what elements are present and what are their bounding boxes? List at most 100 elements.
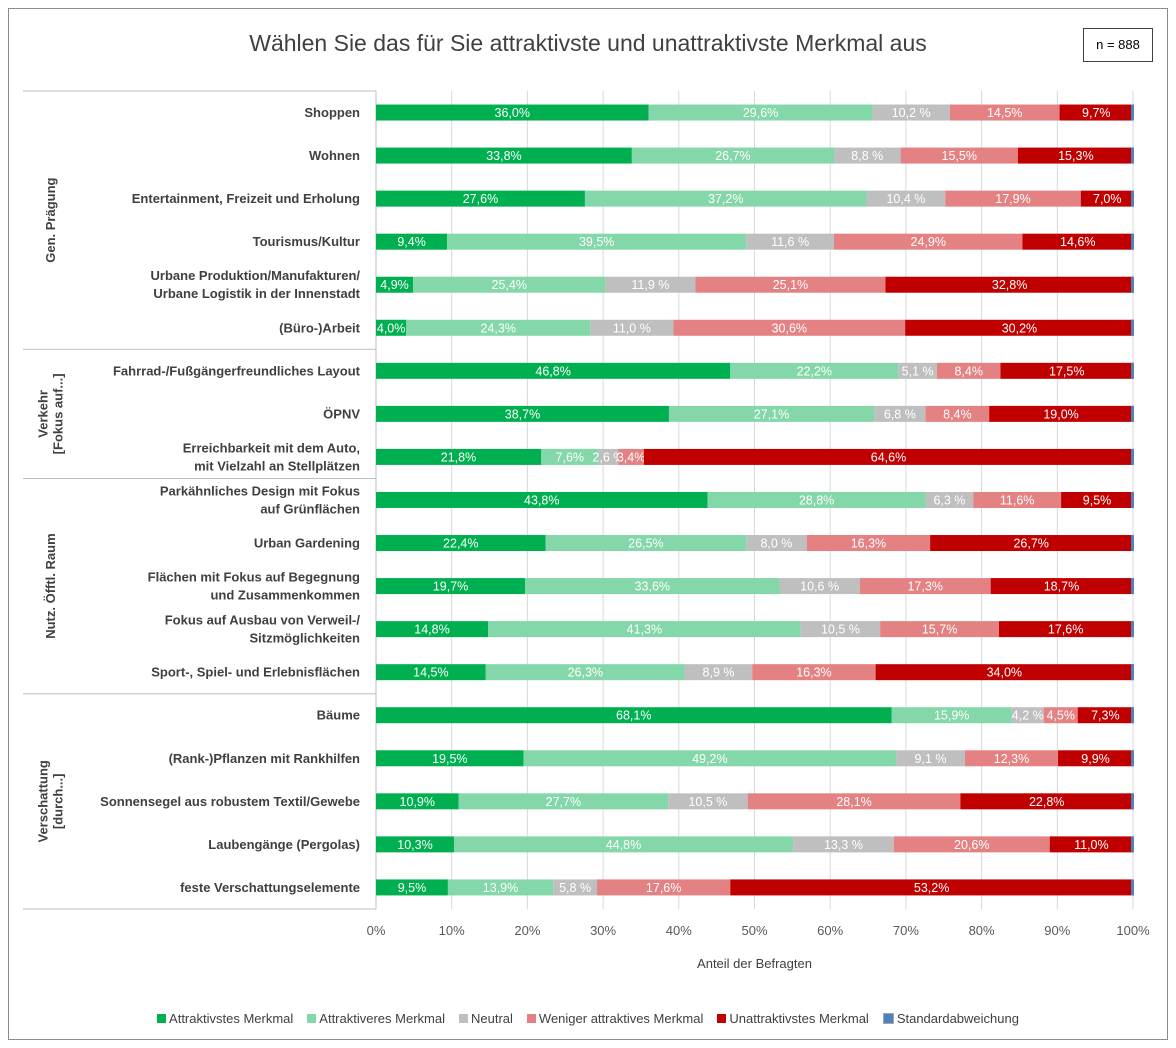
bar-segment	[643, 448, 1133, 465]
bar-segment	[806, 535, 931, 552]
bar-segment	[898, 362, 937, 379]
bar-segment	[1080, 190, 1134, 207]
data-label: 19,7%	[433, 580, 468, 594]
bar-segment	[746, 233, 834, 250]
legend-swatch	[157, 1014, 167, 1023]
data-label: 53,2%	[914, 881, 949, 895]
bar-segment	[376, 319, 407, 336]
group-label: Nutz. Öfftl. Raum	[43, 533, 58, 638]
legend-swatch	[307, 1014, 317, 1023]
bar-segment	[376, 362, 731, 379]
bar-segment	[1017, 147, 1134, 164]
data-label: 14,5%	[987, 106, 1022, 120]
category-label: Laubengänge (Pergolas)	[208, 837, 360, 852]
data-label: 14,8%	[414, 623, 449, 637]
data-label: 30,2%	[1002, 321, 1037, 335]
category-label: Sitzmöglichkeiten	[249, 631, 360, 646]
bar-segment	[668, 405, 875, 422]
bar-segment	[447, 879, 554, 896]
x-tick-label: 30%	[590, 923, 616, 938]
data-label: 32,8%	[992, 278, 1027, 292]
data-label: 9,5%	[1083, 493, 1112, 507]
data-label: 15,9%	[934, 709, 969, 723]
data-label: 26,5%	[628, 537, 663, 551]
data-label: 44,8%	[606, 838, 641, 852]
std-dev-marker	[1131, 793, 1134, 810]
data-label: 34,0%	[987, 666, 1022, 680]
std-dev-marker	[1131, 405, 1134, 422]
bar-segment	[1058, 750, 1133, 767]
data-label: 30,6%	[772, 321, 807, 335]
data-label: 9,5%	[398, 881, 427, 895]
data-label: 14,5%	[413, 666, 448, 680]
data-label: 25,4%	[492, 278, 527, 292]
bar-segment	[376, 578, 526, 595]
data-label: 10,4 %	[886, 192, 925, 206]
data-label: 29,6%	[743, 106, 778, 120]
std-dev-marker	[1131, 276, 1134, 293]
x-tick-label: 70%	[893, 923, 919, 938]
data-label: 39,5%	[579, 235, 614, 249]
data-label: 8,4%	[943, 407, 972, 421]
x-tick-label: 60%	[817, 923, 843, 938]
data-label: 28,8%	[799, 493, 834, 507]
bar-segment	[458, 793, 669, 810]
bar-segment	[1059, 104, 1133, 121]
legend-swatch	[526, 1014, 536, 1023]
legend-swatch	[882, 1013, 894, 1024]
bar-segment	[525, 578, 780, 595]
legend: Attraktivstes Merkmal Attraktiveres Merkm…	[0, 1011, 1176, 1026]
bar-segment	[779, 578, 860, 595]
x-tick-label: 80%	[969, 923, 995, 938]
bar-segment	[866, 190, 946, 207]
bar-segment	[597, 879, 731, 896]
category-label: Shoppen	[304, 105, 360, 120]
bar-segment	[905, 319, 1134, 336]
std-dev-marker	[1131, 448, 1134, 465]
category-label: Erreichbarkeit mit dem Auto,	[183, 440, 360, 455]
category-label: Sonnensegel aus robustem Textil/Gewebe	[100, 794, 360, 809]
bar-segment	[1077, 707, 1133, 724]
data-label: 6,8 %	[884, 407, 916, 421]
bar-segment	[793, 836, 894, 853]
data-label: 41,3%	[627, 623, 662, 637]
std-dev-marker	[1131, 879, 1134, 896]
bar-segment	[541, 448, 599, 465]
std-dev-marker	[1131, 491, 1134, 508]
data-label: 10,5 %	[821, 623, 860, 637]
chart-frame	[8, 8, 1168, 1040]
bar-segment	[930, 535, 1133, 552]
data-label: 10,3%	[397, 838, 432, 852]
data-label: 24,3%	[481, 321, 516, 335]
data-label: 17,3%	[907, 580, 942, 594]
data-label: 10,6 %	[800, 580, 839, 594]
bar-segment	[376, 190, 585, 207]
data-label: 15,5%	[942, 149, 977, 163]
std-dev-marker	[1131, 190, 1134, 207]
std-dev-marker	[1131, 578, 1134, 595]
x-tick-label: 90%	[1044, 923, 1070, 938]
data-label: 22,8%	[1029, 795, 1064, 809]
std-dev-marker	[1131, 621, 1134, 638]
chart-title: Wählen Sie das für Sie attraktivste und …	[249, 30, 927, 56]
data-label: 64,6%	[871, 450, 906, 464]
bar-segment	[631, 147, 834, 164]
data-label: 22,4%	[443, 537, 478, 551]
x-tick-label: 100%	[1116, 923, 1150, 938]
data-label: 11,9 %	[631, 278, 669, 292]
bar-segment	[945, 190, 1081, 207]
bar-segment	[413, 276, 606, 293]
category-label: Flächen mit Fokus auf Begegnung	[148, 570, 360, 585]
bar-segment	[618, 448, 644, 465]
bar-segment	[880, 621, 1000, 638]
bar-segment	[695, 276, 886, 293]
bar-segment	[376, 104, 649, 121]
category-label: Fokus auf Ausbau von Verweil-/	[165, 613, 361, 628]
data-label: 33,6%	[635, 580, 670, 594]
category-label: Bäume	[317, 708, 360, 723]
data-label: 11,6%	[1000, 493, 1035, 507]
data-label: 19,5%	[432, 752, 467, 766]
category-label: Sport-, Spiel- und Erlebnisflächen	[151, 665, 360, 680]
bar-segment	[999, 621, 1133, 638]
